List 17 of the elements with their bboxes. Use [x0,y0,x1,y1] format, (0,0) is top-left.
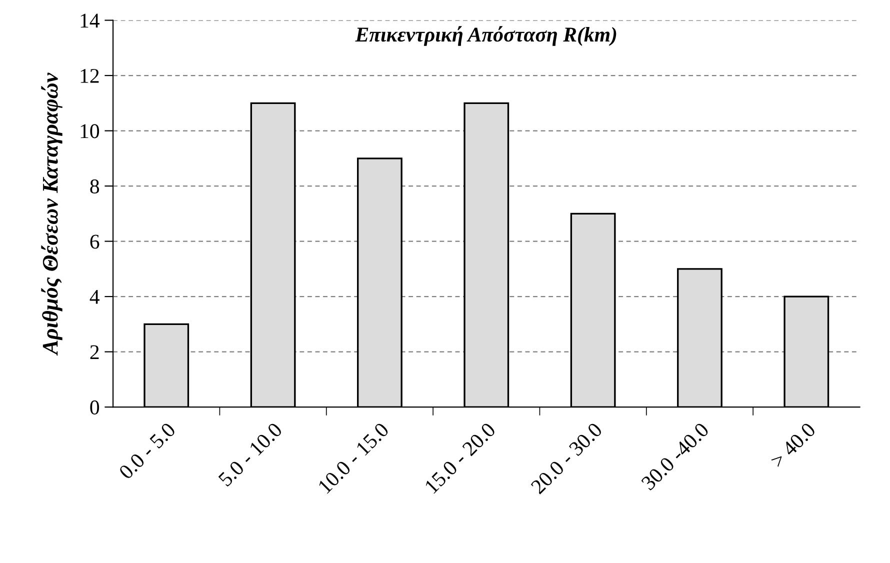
x-tick-label: > 40.0 [770,422,816,468]
x-tick-label: 20.0 - 30.0 [530,422,603,495]
y-tick-label: 8 [90,179,100,194]
y-axis-title: Αριθμός Θέσεων Καταγραφών [41,72,62,356]
y-tick-label: 12 [80,68,99,83]
x-tick-label: 5.0 - 10.0 [218,422,283,487]
x-tick-label: 0.0 - 5.0 [118,422,176,480]
y-tick-label: 0 [90,400,100,414]
y-tick-label: 10 [80,124,100,138]
x-tick-label: 10.0 - 15.0 [318,422,390,494]
y-tick-label: 2 [90,345,99,360]
x-tick-label: 15.0 - 20.0 [424,422,496,494]
y-tick-label: 6 [90,234,100,249]
x-tick-label: 30.0 -40.0 [640,422,710,491]
chart-title: Επικεντρική Απόσταση R(km) [355,26,616,46]
y-tick-label: 4 [90,290,100,304]
y-tick-label: 14 [80,14,100,28]
